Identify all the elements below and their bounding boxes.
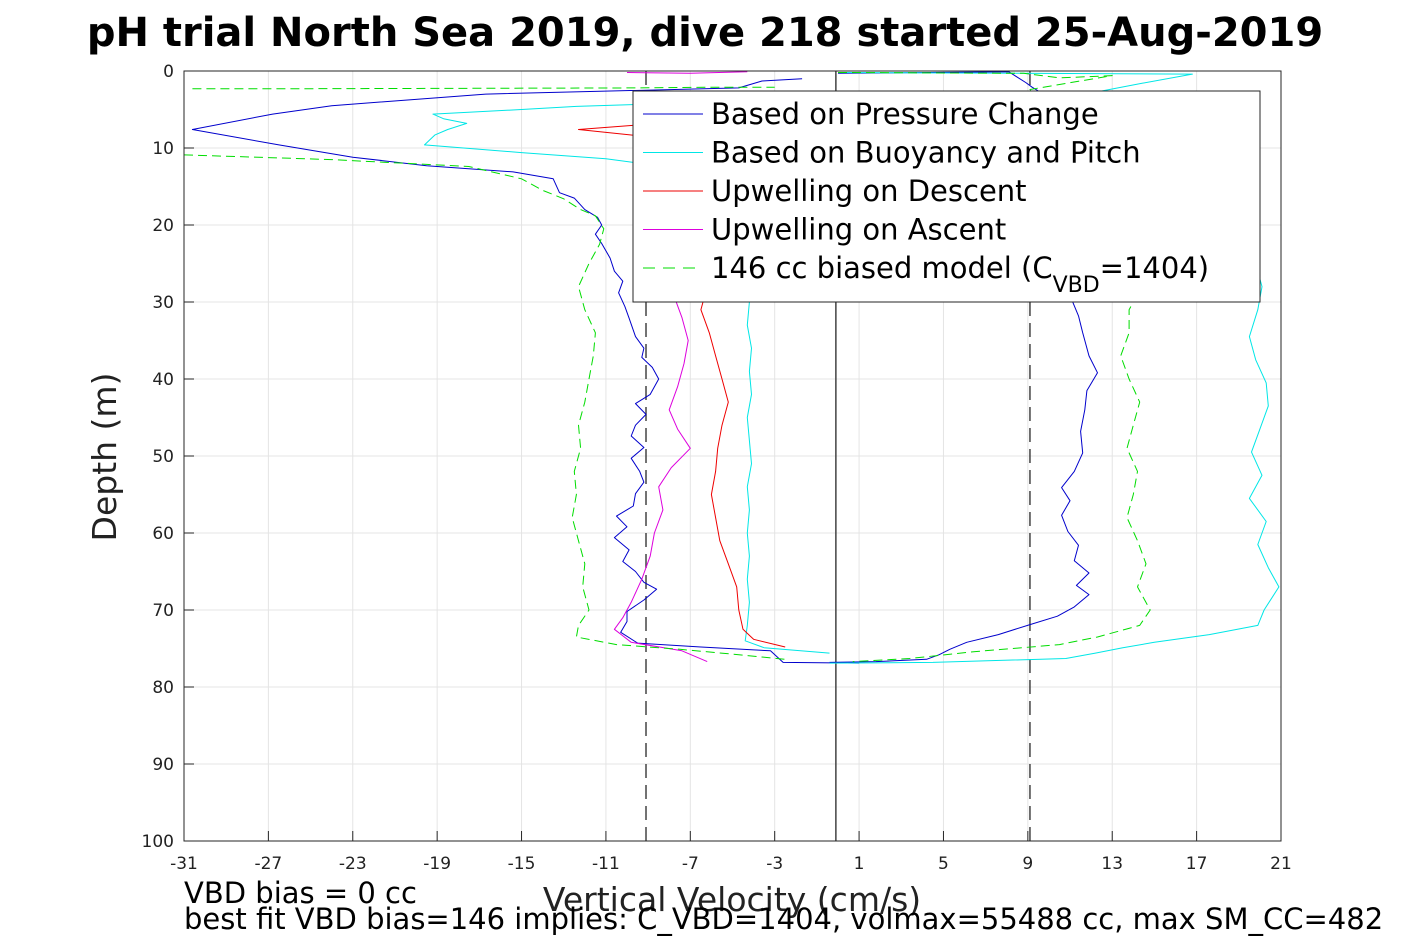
series-line-146-cc-biased-model-cvbd-1404--9 <box>192 86 775 90</box>
legend: Based on Pressure Change Based on Buoyanc… <box>632 90 1261 303</box>
series-line-based-on-buoyancy-and-pitch-2 <box>424 102 674 168</box>
x-tick-label: 1 <box>854 854 865 874</box>
series-line-146-cc-biased-model-cvbd-1404--10 <box>183 154 786 660</box>
x-tick-label: 21 <box>1270 854 1292 874</box>
annotation-best-fit: best fit VBD bias=146 implies: C_VBD=140… <box>184 902 1383 936</box>
series-line-upwelling-on-ascent-8 <box>613 274 708 663</box>
x-tick-label: -19 <box>423 854 451 874</box>
series-line-upwelling-on-descent-6 <box>700 286 786 648</box>
series-line-upwelling-on-ascent-7 <box>626 71 748 74</box>
legend-label: 146 cc biased model (CVBD=1404) <box>711 251 1209 298</box>
x-tick-label: -27 <box>254 854 282 874</box>
x-axis-ticks: -31 -27 -23 -19 -15 -11 -7 -3 1 5 9 13 17 21 <box>170 831 1292 874</box>
y-tick-label: 0 <box>163 62 174 82</box>
x-tick-label: 5 <box>938 854 949 874</box>
x-tick-label: -31 <box>170 854 198 874</box>
x-tick-label: -7 <box>682 854 699 874</box>
y-tick-label: 20 <box>152 216 174 236</box>
legend-box <box>632 90 1261 303</box>
y-tick-label: 50 <box>152 447 174 467</box>
y-tick-label: 90 <box>152 755 174 775</box>
x-tick-label: 17 <box>1186 854 1208 874</box>
legend-label: Based on Pressure Change <box>711 97 1099 131</box>
legend-label: Upwelling on Ascent <box>711 213 1006 247</box>
x-tick-label: -23 <box>339 854 367 874</box>
y-tick-label: 60 <box>152 524 174 544</box>
y-tick-label: 40 <box>152 370 174 390</box>
y-tick-label: 80 <box>152 678 174 698</box>
x-axis-label: Vertical Velocity (cm/s) <box>543 880 921 919</box>
y-axis-label: Depth (m) <box>85 373 124 542</box>
annotation-vbd-bias: VBD bias = 0 cc <box>184 876 417 910</box>
chart-title: pH trial North Sea 2019, dive 218 starte… <box>87 10 1323 56</box>
legend-label-main: 146 cc biased model (C <box>711 251 1053 285</box>
series-line-based-on-buoyancy-and-pitch-3 <box>744 278 830 654</box>
legend-label-end: =1404) <box>1100 251 1209 285</box>
legend-label: Upwelling on Descent <box>711 174 1027 208</box>
x-tick-label: -11 <box>592 854 620 874</box>
legend-label: Based on Buoyancy and Pitch <box>711 136 1141 170</box>
y-axis-ticks: 0 10 20 30 40 50 60 70 80 90 100 <box>142 62 194 852</box>
x-tick-label: -3 <box>766 854 783 874</box>
y-tick-label: 100 <box>142 832 174 852</box>
series-line-based-on-pressure-change-0 <box>191 78 860 664</box>
y-tick-label: 30 <box>152 293 174 313</box>
x-tick-label: -15 <box>508 854 536 874</box>
x-tick-label: 9 <box>1022 854 1033 874</box>
y-tick-label: 10 <box>152 139 174 159</box>
x-tick-label: 13 <box>1101 854 1123 874</box>
legend-label-subscript: VBD <box>1053 273 1100 298</box>
y-tick-label: 70 <box>152 601 174 621</box>
